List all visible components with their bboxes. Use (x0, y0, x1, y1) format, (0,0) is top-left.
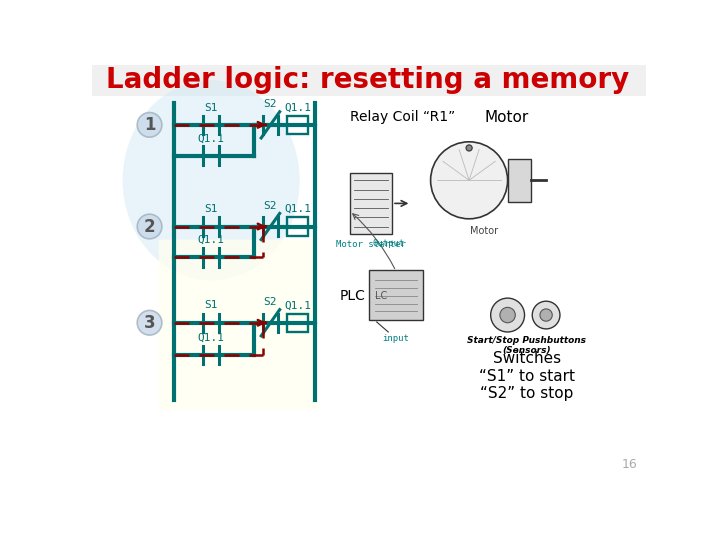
FancyBboxPatch shape (159, 240, 318, 410)
Circle shape (532, 301, 560, 329)
Bar (508, 159, 531, 202)
Text: S2: S2 (264, 99, 277, 110)
Bar (350, 173, 392, 234)
Circle shape (138, 214, 162, 239)
Text: Motor: Motor (470, 226, 498, 237)
Text: Switches
“S1” to start
“S2” to stop: Switches “S1” to start “S2” to stop (479, 351, 575, 401)
Circle shape (138, 310, 162, 335)
Text: Q1.1: Q1.1 (284, 103, 311, 112)
Text: Q1.1: Q1.1 (284, 204, 311, 214)
Bar (287, 314, 308, 332)
Text: PLC: PLC (339, 289, 365, 303)
Text: S1: S1 (204, 204, 218, 214)
Circle shape (490, 298, 525, 332)
Text: Q1.1: Q1.1 (198, 333, 225, 343)
Text: Motor starter: Motor starter (336, 240, 405, 249)
Circle shape (540, 309, 552, 321)
Bar (92, 65, 647, 96)
Text: input: input (382, 334, 410, 343)
Text: S2: S2 (264, 201, 277, 211)
Text: S1: S1 (204, 103, 218, 112)
Text: Q1.1: Q1.1 (198, 133, 225, 143)
Text: 1: 1 (144, 116, 156, 134)
Text: S1: S1 (204, 300, 218, 310)
Text: Q1.1: Q1.1 (198, 235, 225, 245)
Text: Output: Output (373, 239, 405, 248)
Text: 3: 3 (144, 314, 156, 332)
Text: Motor: Motor (485, 110, 528, 125)
Text: Ladder logic: resetting a memory: Ladder logic: resetting a memory (106, 66, 629, 94)
Bar (369, 271, 423, 320)
Circle shape (138, 112, 162, 137)
Circle shape (466, 145, 472, 151)
Text: Start/Stop Pushbuttons
(Sensors): Start/Stop Pushbuttons (Sensors) (467, 336, 586, 355)
Text: 16: 16 (621, 458, 637, 471)
Bar (287, 217, 308, 236)
Circle shape (500, 307, 516, 323)
Text: LC: LC (375, 291, 387, 301)
Bar (287, 116, 308, 134)
Text: S2: S2 (264, 298, 277, 307)
Text: 2: 2 (144, 218, 156, 235)
Text: Relay Coil “R1”: Relay Coil “R1” (350, 110, 455, 124)
Ellipse shape (122, 80, 300, 280)
Circle shape (431, 142, 508, 219)
Text: Q1.1: Q1.1 (284, 300, 311, 310)
